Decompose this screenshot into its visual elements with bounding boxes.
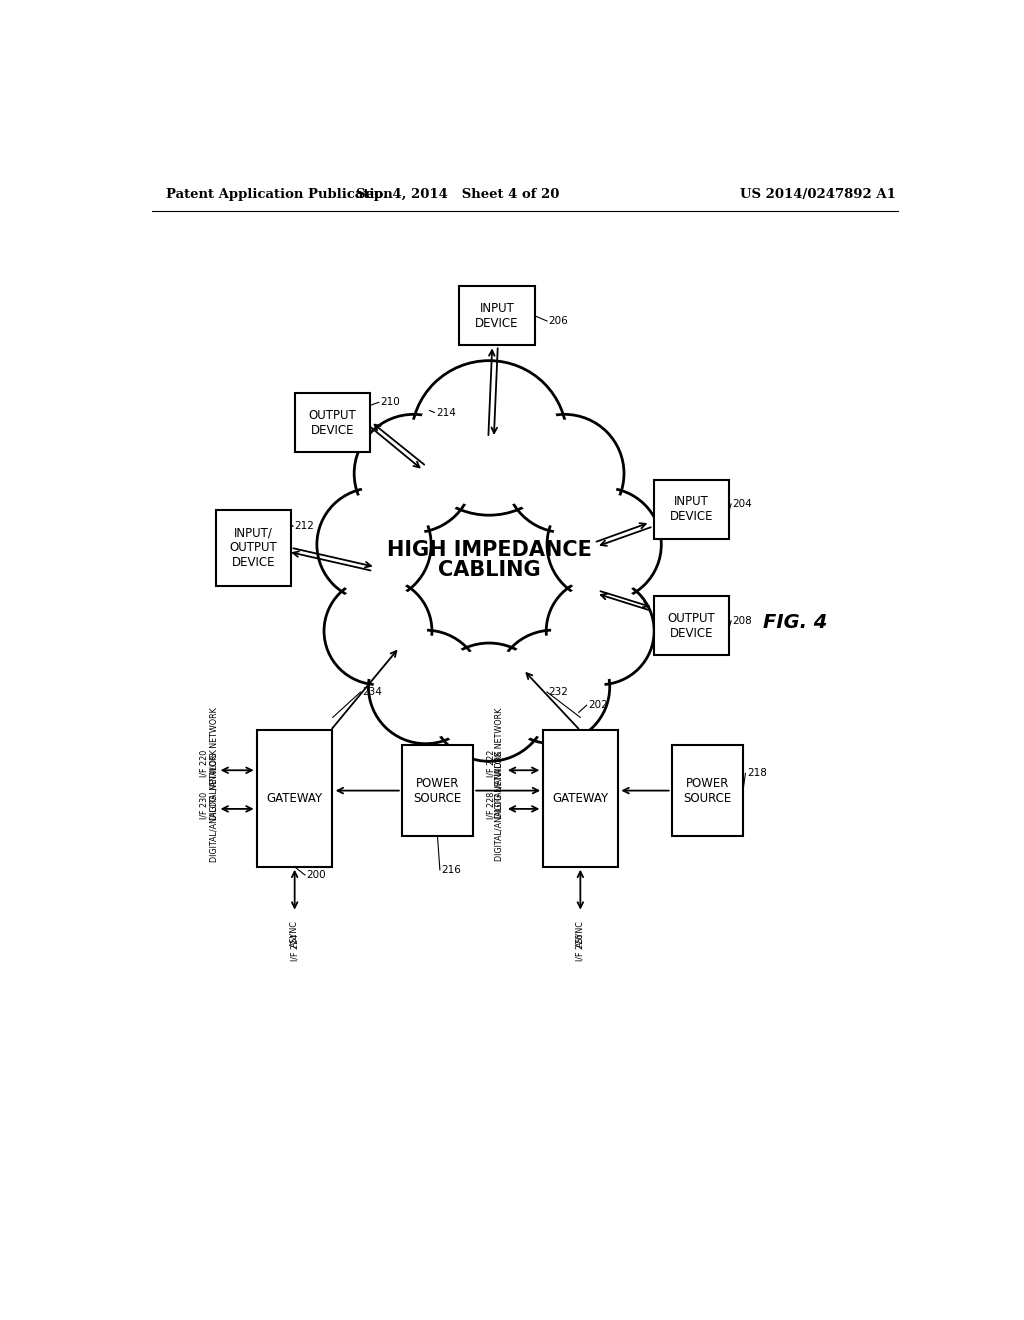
Text: OUTPUT
DEVICE: OUTPUT DEVICE xyxy=(668,612,716,640)
Text: OUTPUT
DEVICE: OUTPUT DEVICE xyxy=(309,409,356,437)
Text: INPUT
DEVICE: INPUT DEVICE xyxy=(670,495,713,523)
Text: 212: 212 xyxy=(295,521,314,532)
Text: US 2014/0247892 A1: US 2014/0247892 A1 xyxy=(740,189,896,202)
Bar xyxy=(460,286,535,346)
Ellipse shape xyxy=(369,630,482,743)
Text: DIGITAL/ANALOG  NETWORK: DIGITAL/ANALOG NETWORK xyxy=(209,750,218,862)
Ellipse shape xyxy=(316,488,431,602)
Text: HIGH IMPEDANCE: HIGH IMPEDANCE xyxy=(387,540,592,560)
Ellipse shape xyxy=(329,582,427,680)
Bar xyxy=(295,393,371,453)
Bar xyxy=(653,597,729,656)
Ellipse shape xyxy=(435,648,544,756)
Text: INPUT
DEVICE: INPUT DEVICE xyxy=(475,302,519,330)
Ellipse shape xyxy=(412,360,567,515)
Text: 206: 206 xyxy=(549,315,568,326)
Bar xyxy=(216,510,291,586)
Ellipse shape xyxy=(510,420,618,527)
Text: GATEWAY: GATEWAY xyxy=(266,792,323,805)
Text: 204: 204 xyxy=(733,499,753,510)
Text: I/F 226: I/F 226 xyxy=(575,933,585,961)
Text: GATEWAY: GATEWAY xyxy=(552,792,608,805)
Text: 216: 216 xyxy=(441,865,462,875)
Ellipse shape xyxy=(501,635,604,739)
Text: I/F 220: I/F 220 xyxy=(200,750,209,776)
Text: 232: 232 xyxy=(549,686,568,697)
Text: I/F 228: I/F 228 xyxy=(487,792,496,820)
Ellipse shape xyxy=(430,643,549,762)
Text: 218: 218 xyxy=(748,768,767,779)
Text: Sep. 4, 2014   Sheet 4 of 20: Sep. 4, 2014 Sheet 4 of 20 xyxy=(355,189,559,202)
Bar xyxy=(653,479,729,539)
Bar xyxy=(257,730,333,867)
Text: 234: 234 xyxy=(362,686,382,697)
Text: DIGITAL/ANALOG NETWORK: DIGITAL/ANALOG NETWORK xyxy=(495,751,504,861)
Text: POWER
SOURCE: POWER SOURCE xyxy=(414,776,462,805)
Ellipse shape xyxy=(354,414,473,533)
Ellipse shape xyxy=(359,420,468,527)
Ellipse shape xyxy=(324,577,432,685)
Ellipse shape xyxy=(547,488,662,602)
Text: I/F 230: I/F 230 xyxy=(200,792,209,820)
Ellipse shape xyxy=(546,577,654,685)
Ellipse shape xyxy=(374,635,477,739)
Ellipse shape xyxy=(322,492,426,597)
Ellipse shape xyxy=(552,492,656,597)
Text: I/F 224: I/F 224 xyxy=(290,933,299,961)
Bar xyxy=(672,744,743,837)
Ellipse shape xyxy=(496,630,609,743)
Bar xyxy=(543,730,618,867)
Text: POWER
SOURCE: POWER SOURCE xyxy=(683,776,731,805)
Ellipse shape xyxy=(505,414,624,533)
Text: CABLING: CABLING xyxy=(438,560,541,579)
Bar xyxy=(401,744,473,837)
Text: 208: 208 xyxy=(733,616,753,626)
Text: 214: 214 xyxy=(436,408,456,417)
Text: FIG. 4: FIG. 4 xyxy=(763,614,827,632)
Ellipse shape xyxy=(419,367,560,508)
Ellipse shape xyxy=(551,582,649,680)
Text: INPUT/
OUTPUT
DEVICE: INPUT/ OUTPUT DEVICE xyxy=(229,527,278,569)
Text: ASYNC: ASYNC xyxy=(575,920,585,948)
Text: 202: 202 xyxy=(588,700,608,710)
Text: ASYNC: ASYNC xyxy=(290,920,299,948)
Text: 210: 210 xyxy=(380,397,400,408)
Text: DIGITAL/ANALOG  NETWORK: DIGITAL/ANALOG NETWORK xyxy=(209,706,218,820)
Text: DIGITAL/ANALOG NETWORK: DIGITAL/ANALOG NETWORK xyxy=(495,708,504,818)
Text: Patent Application Publication: Patent Application Publication xyxy=(166,189,393,202)
Text: I/F 222: I/F 222 xyxy=(487,750,496,777)
Text: 200: 200 xyxy=(306,870,327,880)
